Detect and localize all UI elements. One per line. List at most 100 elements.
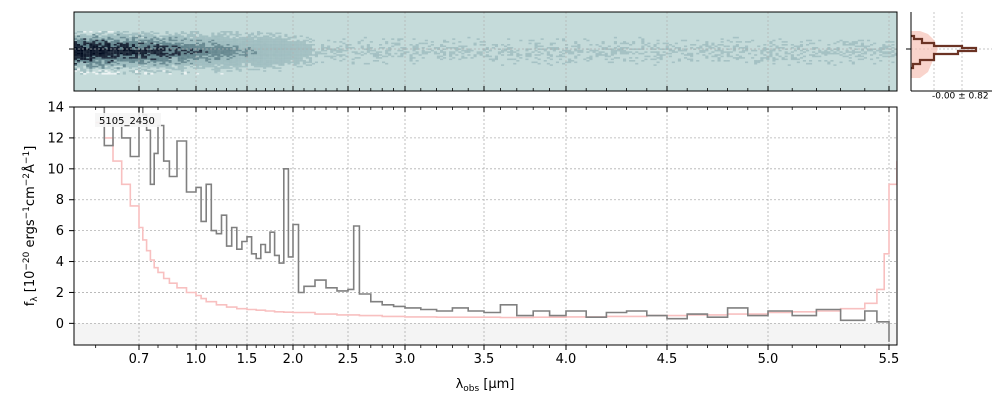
spectrum-2d-pixel [867, 49, 871, 52]
spectrum-2d-pixel [107, 61, 111, 64]
spectrum-2d-pixel [546, 47, 550, 49]
spectrum-2d-pixel [232, 62, 236, 65]
spectrum-2d-pixel [574, 49, 578, 52]
spectrum-2d-pixel [305, 52, 309, 55]
spectrum-2d-pixel [717, 44, 721, 46]
spectrum-2d-pixel [232, 42, 236, 45]
spectrum-2d-pixel [77, 35, 81, 37]
spectrum-2d-pixel [714, 45, 718, 48]
spectrum-2d-pixel [290, 52, 294, 55]
spectrum-2d-pixel [314, 55, 318, 58]
spectrum-2d-pixel [302, 52, 306, 55]
spectrum-2d-pixel [379, 57, 383, 59]
spectrum-2d-pixel [531, 51, 535, 53]
profile-annotation: -0.00 ± 0.82 [932, 92, 989, 102]
spectrum-2d-pixel [290, 51, 294, 53]
spectrum-2d-pixel [650, 51, 654, 53]
spectrum-2d-pixel [272, 35, 276, 37]
spectrum-2d-pixel [92, 54, 96, 56]
spectrum-2d-pixel [165, 42, 169, 45]
spectrum-2d-pixel [302, 49, 306, 52]
spectrum-2d-pixel [415, 47, 419, 49]
spectrum-2d-pixel [464, 49, 468, 52]
spectrum-2d-pixel [305, 61, 309, 64]
spectrum-2d-pixel [147, 55, 151, 58]
spectrum-2d-pixel [226, 52, 230, 55]
spectrum-2d-pixel [135, 64, 139, 66]
spectrum-2d-pixel [138, 33, 142, 36]
spectrum-2d-pixel [751, 49, 755, 52]
spectrum-2d-pixel [80, 31, 84, 33]
spectrum-2d-pixel [430, 49, 434, 52]
spectrum-2d-pixel [162, 60, 166, 62]
spectrum-2d-pixel [119, 39, 123, 42]
spectrum-2d-pixel [735, 44, 739, 46]
spectrum-2d-pixel [705, 44, 709, 46]
spectrum-2d-pixel [138, 42, 142, 45]
spectrum-2d-pixel [156, 45, 160, 48]
spectrum-2d-pixel [77, 60, 81, 62]
spectrum-2d-pixel [153, 61, 157, 64]
spectrum-2d-pixel [202, 54, 206, 56]
spectrum-2d-pixel [122, 65, 126, 68]
spectrum-2d-pixel [626, 51, 630, 53]
spectrum-2d-pixel [275, 38, 279, 40]
spectrum-2d-pixel [223, 58, 227, 61]
spectrum-2d-pixel [308, 41, 312, 43]
spectrum-2d-pixel [177, 41, 181, 43]
y-axis-label-exp-d: −1 [22, 151, 32, 164]
spectrum-2d-pixel [156, 36, 160, 39]
spectrum-2d-pixel [110, 61, 114, 64]
spectrum-2d-pixel [345, 47, 349, 49]
spectrum-2d-pixel [281, 64, 285, 66]
spectrum-2d-pixel [180, 51, 184, 53]
spectrum-2d-pixel [220, 73, 224, 75]
spectrum-2d-pixel [107, 51, 111, 53]
spectrum-2d-pixel [135, 36, 139, 39]
spectrum-2d-pixel [150, 35, 154, 37]
spectrum-2d-pixel [260, 47, 264, 49]
spectrum-2d-pixel [299, 42, 303, 45]
object-label: 5105_2450 [95, 113, 161, 127]
spectrum-2d-pixel [488, 58, 492, 61]
spectrum-2d-pixel [196, 60, 200, 62]
spectrum-2d-pixel [519, 39, 523, 42]
spectrum-2d-pixel [247, 52, 251, 55]
spectrum-2d-pixel [199, 62, 203, 65]
spectrum-2d-pixel [217, 45, 221, 48]
spectrum-2d-pixel [220, 39, 224, 42]
spectrum-2d-pixel [119, 51, 123, 53]
spectrum-2d-pixel [507, 38, 511, 40]
spectrum-2d-pixel [400, 55, 404, 58]
spectrum-2d-pixel [455, 49, 459, 52]
spectrum-2d-pixel [507, 47, 511, 49]
spectrum-2d-pixel [183, 36, 187, 39]
spectrum-2d-pixel [113, 38, 117, 40]
spectrum-2d-pixel [174, 68, 178, 71]
spectrum-2d-pixel [138, 70, 142, 72]
x-tick-label: 3.5 [474, 352, 495, 367]
spectrum-2d-pixel [86, 67, 90, 69]
spectrum-2d-pixel [180, 73, 184, 75]
spectrum-2d-pixel [400, 54, 404, 56]
spectrum-2d-pixel [458, 58, 462, 61]
spectrum-2d-pixel [418, 54, 422, 56]
spectrum-2d-pixel [131, 41, 135, 43]
spectrum-2d-pixel [562, 55, 566, 58]
spectrum-2d-pixel [122, 49, 126, 52]
spectrum-2d-pixel [238, 58, 242, 61]
spectrum-2d-pixel [290, 44, 294, 46]
spectrum-2d-pixel [565, 47, 569, 49]
spectrum-2d-pixel [238, 39, 242, 42]
spectrum-2d-pixel [293, 55, 297, 58]
spectrum-2d-pixel [369, 49, 373, 52]
spectrum-2d-pixel [833, 51, 837, 53]
spectrum-2d-pixel [363, 52, 367, 55]
spectrum-2d-pixel [860, 39, 864, 42]
spectrum-2d-pixel [214, 38, 218, 40]
y-axis-label-main: f [23, 301, 38, 306]
spectrum-2d-pixel [796, 61, 800, 64]
spectrum-2d-pixel [159, 42, 163, 45]
spectrum-2d-pixel [427, 48, 431, 50]
spectrum-2d-pixel [879, 51, 883, 53]
